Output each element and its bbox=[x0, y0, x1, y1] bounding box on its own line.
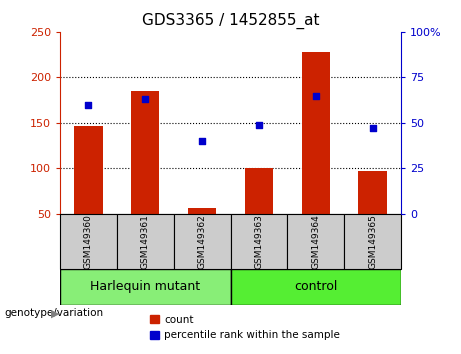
Text: control: control bbox=[294, 280, 337, 293]
Text: GSM149365: GSM149365 bbox=[368, 214, 377, 269]
Title: GDS3365 / 1452855_at: GDS3365 / 1452855_at bbox=[142, 13, 319, 29]
Point bbox=[255, 122, 263, 127]
Bar bbox=[188, 207, 216, 214]
Point bbox=[198, 138, 206, 144]
Bar bbox=[344, 214, 401, 269]
Text: Harlequin mutant: Harlequin mutant bbox=[90, 280, 200, 293]
Bar bbox=[301, 52, 330, 214]
Bar bbox=[230, 269, 401, 305]
Text: genotype/variation: genotype/variation bbox=[5, 308, 104, 318]
Text: ▶: ▶ bbox=[51, 308, 59, 318]
Point bbox=[85, 102, 92, 108]
Point bbox=[312, 93, 319, 98]
Bar bbox=[74, 126, 102, 214]
Point bbox=[369, 126, 376, 131]
Bar bbox=[230, 214, 287, 269]
Text: GSM149363: GSM149363 bbox=[254, 214, 263, 269]
Text: GSM149362: GSM149362 bbox=[198, 214, 207, 269]
Bar bbox=[174, 214, 230, 269]
Bar bbox=[117, 214, 174, 269]
Text: GSM149360: GSM149360 bbox=[84, 214, 93, 269]
Bar bbox=[245, 169, 273, 214]
Point bbox=[142, 96, 149, 102]
Text: GSM149364: GSM149364 bbox=[311, 214, 320, 269]
Bar bbox=[60, 214, 117, 269]
Legend: count, percentile rank within the sample: count, percentile rank within the sample bbox=[150, 315, 340, 340]
Bar bbox=[131, 91, 160, 214]
Bar bbox=[60, 269, 230, 305]
Bar bbox=[287, 214, 344, 269]
Bar bbox=[358, 171, 387, 214]
Text: GSM149361: GSM149361 bbox=[141, 214, 150, 269]
